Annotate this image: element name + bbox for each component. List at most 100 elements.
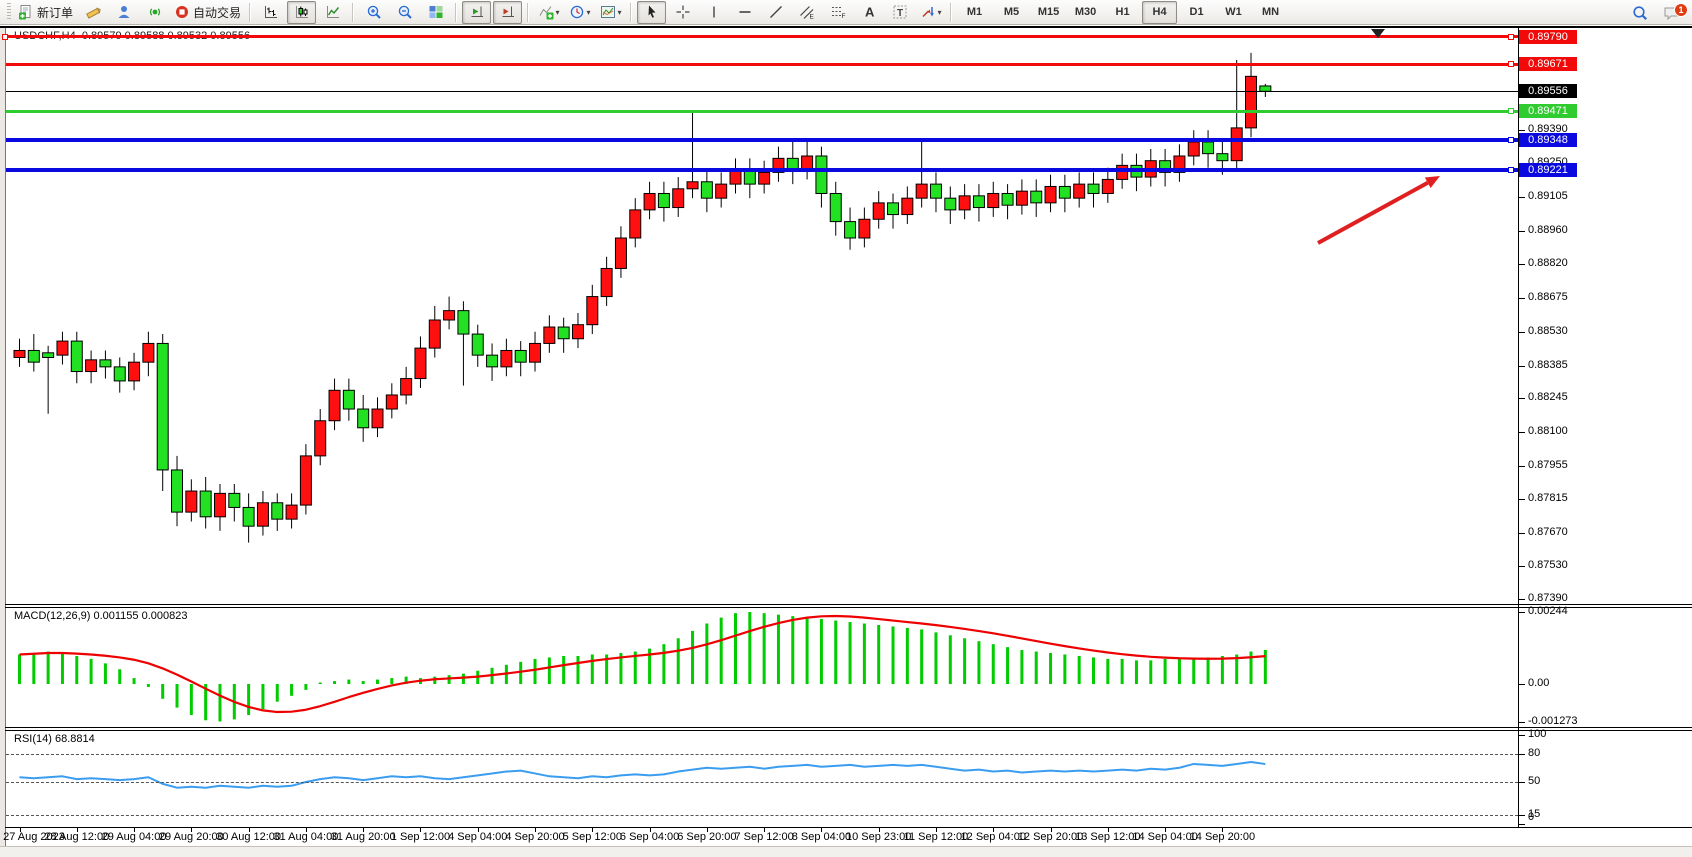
svg-text:T: T [897,8,903,19]
text-label-button[interactable]: T [885,1,914,24]
time-label: 7 Sep 12:00 [734,831,794,843]
svg-text:A: A [865,5,875,20]
price-tick [1518,263,1525,265]
candlestick-canvas[interactable] [6,28,1518,605]
panel-separator[interactable] [5,604,1692,605]
time-tick [19,828,21,832]
hline-handle[interactable] [1508,108,1514,115]
price-tick-label: 0.87955 [1528,459,1568,472]
time-tick [1050,828,1052,832]
templates-button[interactable]: ▾ [596,1,625,24]
timeframe-d1[interactable]: D1 [1189,6,1204,18]
signals-button[interactable] [140,1,169,24]
search-button[interactable] [1625,1,1654,24]
panel-separator[interactable] [5,727,1692,728]
time-tick [592,828,594,832]
time-label: 13 Sep 12:00 [1075,831,1141,843]
price-label-0.89471: 0.89471 [1519,104,1577,119]
rsi-tick [1518,753,1525,755]
chevron-down-icon: ▾ [937,7,942,17]
timeframe-m15[interactable]: M15 [1037,6,1060,18]
price-tick-label: 0.88675 [1528,290,1568,303]
timeframe-h1[interactable]: H1 [1115,6,1130,18]
time-tick [305,828,307,832]
svg-text:E: E [809,14,814,21]
crosshair-button[interactable] [668,1,697,24]
chart-window-top-border [0,26,1692,28]
time-tick [363,828,365,832]
current-price-line [6,91,1518,93]
indicators-button[interactable]: ▾ [534,1,563,24]
cursor-button[interactable] [637,0,667,24]
bar-chart-button[interactable] [256,1,285,24]
toolbar-separator [950,2,953,22]
timeframe-h4[interactable]: H4 [1142,0,1178,24]
window-bottom-edge [0,846,1692,857]
price-label-0.89671: 0.89671 [1519,57,1577,72]
timeframe-m30[interactable]: M30 [1074,6,1097,18]
rsi-tick [1518,734,1525,736]
macd-canvas[interactable] [6,608,1518,726]
price-tick [1518,297,1525,299]
hline-0.89348[interactable] [6,138,1518,143]
zoom-out-button[interactable] [390,1,419,24]
text-button[interactable]: A [854,1,883,24]
rsi-level-15 [6,815,1518,817]
arrows-button[interactable]: ▾ [916,1,945,24]
hline-handle[interactable] [1508,61,1514,68]
hline-0.89671[interactable] [6,62,1518,66]
line-chart-button[interactable] [318,1,347,24]
hline-handle[interactable] [1508,137,1514,144]
hline-0.89790[interactable] [6,35,1518,38]
time-tick [764,828,766,832]
chart-shift-button[interactable] [493,0,523,24]
time-tick [935,828,937,832]
toolbar-group [255,0,348,24]
time-label: 6 Sep 20:00 [677,831,737,843]
new-order-button[interactable]: 新订单 [15,1,76,24]
price-tick-label: 0.87815 [1528,492,1568,505]
hline-0.89221[interactable] [6,167,1518,172]
hline-handle[interactable] [1508,166,1514,173]
hline-0.89471[interactable] [6,109,1518,113]
hline-handle[interactable] [2,33,8,40]
equidistant-channel-button[interactable]: E [792,1,821,24]
arrows-icon [921,7,934,18]
macd-tick [1518,721,1525,723]
vertical-line-button[interactable] [699,1,728,24]
macd-tick-label: 0.00 [1528,677,1550,689]
notifications-button[interactable]: 1 [1656,1,1688,24]
price-tick [1518,499,1525,501]
autotrading-button[interactable]: 自动交易 [171,1,244,24]
fibonacci-button[interactable]: F [823,1,852,24]
time-label: 6 Sep 04:00 [619,831,680,843]
time-label: 11 Sep 12:00 [903,831,969,843]
mql5-community-button[interactable] [109,1,138,24]
price-tick-label: 0.88820 [1528,256,1568,269]
rsi-canvas[interactable] [6,731,1518,826]
timeframe-mn[interactable]: MN [1261,6,1280,18]
metaeditor-button[interactable] [78,1,107,24]
toolbar-separator [630,2,633,22]
horizontal-line-button[interactable] [730,1,759,24]
candlestick-chart-button[interactable] [287,0,317,24]
price-tick [1518,566,1525,567]
toolbar-separator [352,2,355,22]
auto-scroll-button[interactable] [462,0,492,24]
zoom-out-icon [398,5,412,19]
price-tick [1518,130,1525,132]
zoom-in-button[interactable] [359,1,388,24]
timeframe-m1[interactable]: M1 [966,6,983,18]
periods-button[interactable]: ▾ [565,1,594,24]
tile-windows-button[interactable] [421,1,450,24]
bars-icon [264,6,277,18]
trendline-button[interactable] [761,1,790,24]
timeframe-w1[interactable]: W1 [1225,6,1242,18]
timeframe-m5[interactable]: M5 [1003,6,1020,18]
candles-icon [295,6,308,18]
textT-icon: T [893,5,907,19]
search-icon [1632,5,1647,20]
new-order-icon [19,5,31,20]
hline-handle[interactable] [1508,33,1514,40]
time-label: 14 Sep 04:00 [1132,831,1198,843]
